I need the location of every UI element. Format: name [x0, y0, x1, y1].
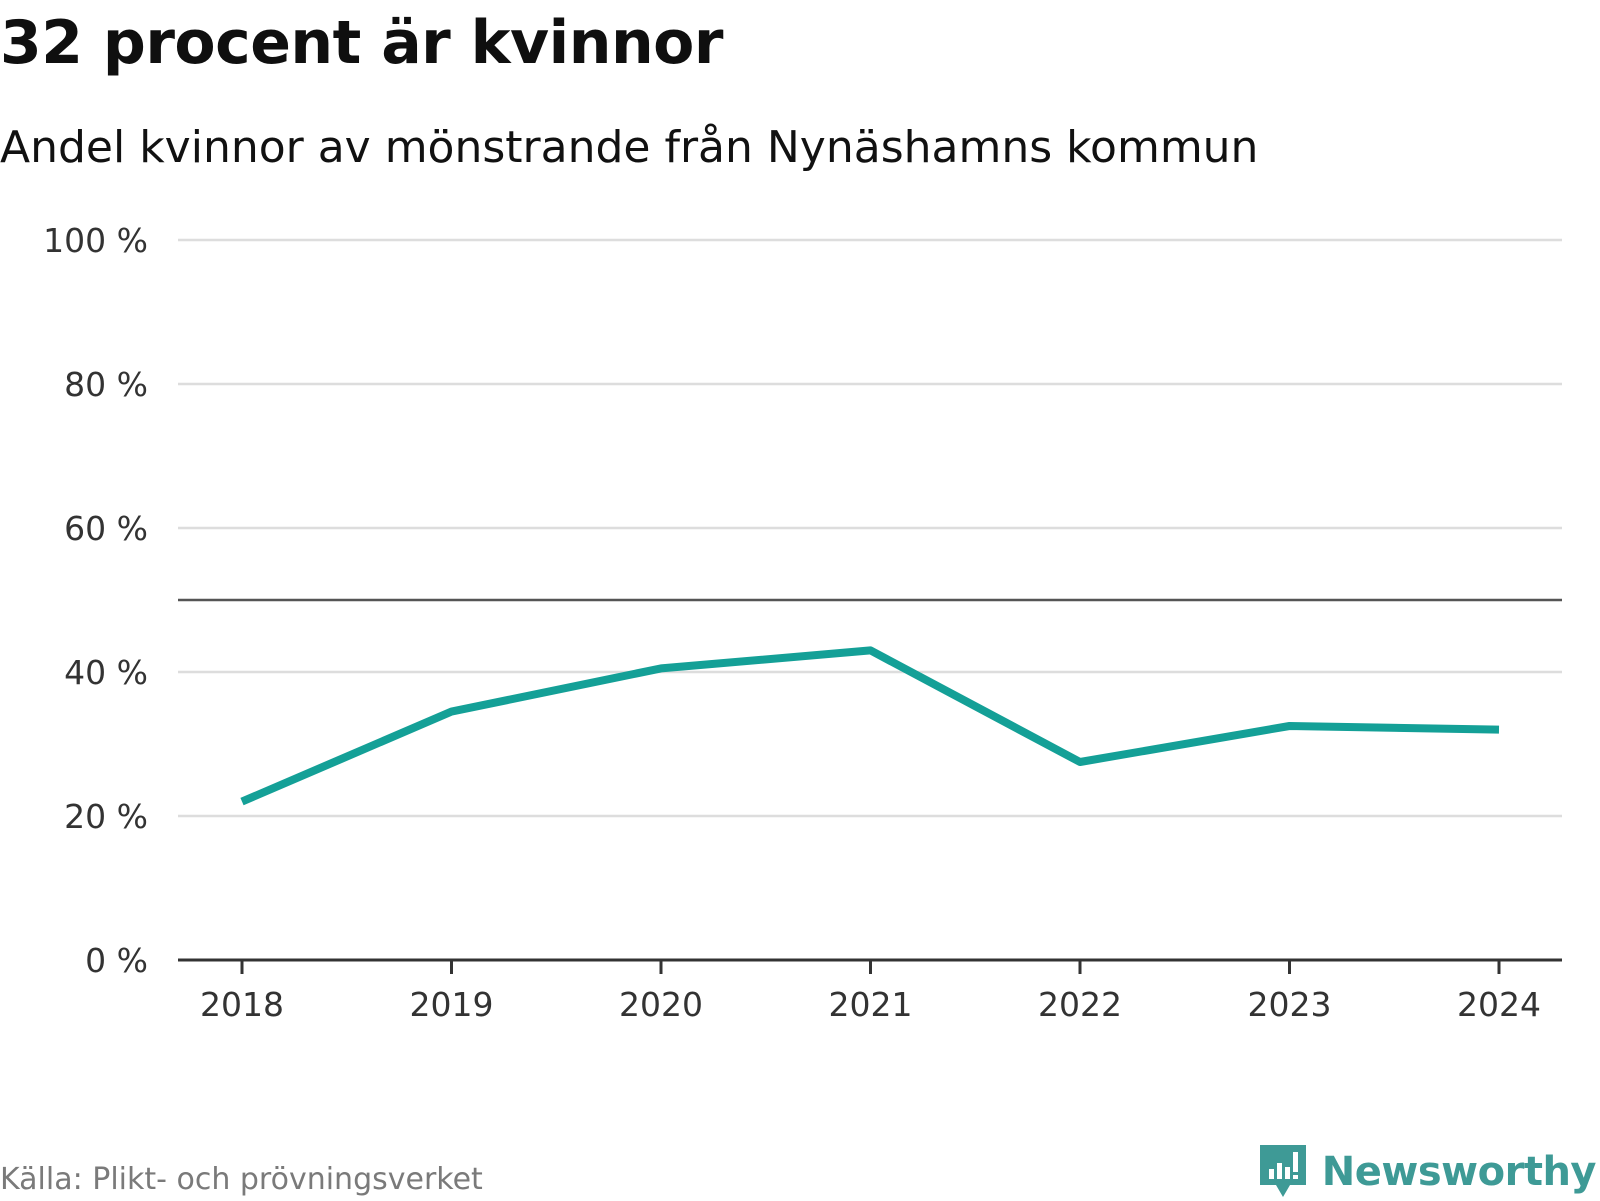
bar-chart-speech-bubble-icon — [1258, 1143, 1308, 1201]
x-tick-label: 2021 — [829, 985, 913, 1024]
x-tick-label: 2022 — [1038, 985, 1122, 1024]
y-tick-label: 20 % — [64, 797, 148, 836]
y-tick-label: 100 % — [43, 221, 148, 260]
y-tick-label: 80 % — [64, 365, 148, 404]
x-tick-label: 2020 — [619, 985, 703, 1024]
brand-name: Newsworthy — [1322, 1149, 1596, 1195]
x-tick-label: 2023 — [1248, 985, 1332, 1024]
y-tick-label: 40 % — [64, 653, 148, 692]
brand-logo: Newsworthy — [1258, 1143, 1596, 1201]
x-axis — [178, 960, 1562, 974]
source-note: Källa: Plikt- och prövningsverket — [0, 1162, 483, 1197]
y-tick-label: 60 % — [64, 509, 148, 548]
x-tick-label: 2018 — [200, 985, 284, 1024]
y-tick-label: 0 % — [85, 941, 148, 980]
x-tick-label: 2024 — [1457, 985, 1541, 1024]
y-axis-labels: 0 % 20 % 40 % 60 % 80 % 100 % — [43, 221, 148, 980]
x-axis-labels: 2018 2019 2020 2021 2022 2023 2024 — [200, 985, 1541, 1024]
x-tick-label: 2019 — [410, 985, 494, 1024]
